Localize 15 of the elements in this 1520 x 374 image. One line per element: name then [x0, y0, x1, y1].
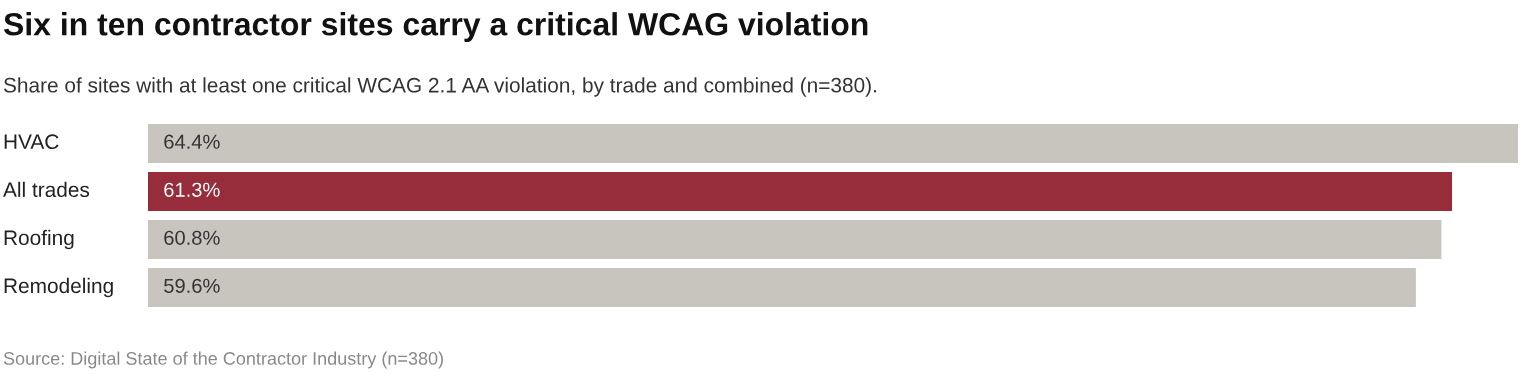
- data-label: 60.8%: [164, 230, 220, 245]
- data-label: 61.3%: [164, 182, 220, 197]
- source-note: Source: Digital State of the Contractor Industry (n=380): [3, 351, 443, 369]
- y-tick-label: Roofing: [4, 229, 74, 250]
- y-tick-label: Remodeling: [4, 277, 113, 298]
- y-tick-label: HVAC: [4, 134, 59, 150]
- bar: [148, 124, 1518, 163]
- y-tick-label: All trades: [3, 181, 90, 198]
- bar: [148, 220, 1442, 259]
- data-label: 64.4%: [164, 134, 220, 149]
- chart-subtitle: Share of sites with at least one critical WCAG 2.1 AA violation, by trade and combined (n=380).: [3, 77, 876, 97]
- data-label: 59.6%: [164, 278, 220, 293]
- chart-title: Six in ten contractor sites carry a critical WCAG violation: [3, 12, 868, 42]
- bar: [148, 172, 1453, 211]
- bar: [148, 268, 1416, 307]
